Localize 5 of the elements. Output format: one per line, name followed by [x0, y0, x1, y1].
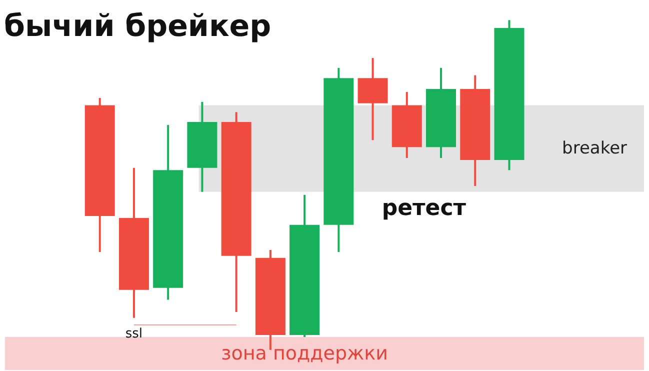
- annotation: ssl: [125, 326, 143, 342]
- band-label: зона поддержки: [221, 342, 388, 365]
- annotation: ретест: [382, 196, 466, 222]
- chart-title: бычий брейкер: [4, 9, 272, 44]
- band-label: breaker: [562, 138, 628, 159]
